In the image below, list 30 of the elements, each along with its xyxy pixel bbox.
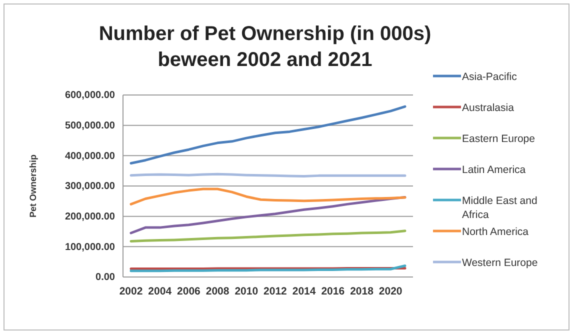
x-tick-label: 2004: [148, 285, 172, 298]
x-tick-label: 2006: [177, 285, 201, 298]
legend-label: Middle East and Africa: [462, 195, 538, 221]
y-tick-label: 0.00: [96, 272, 116, 284]
x-tick-label: 2014: [292, 285, 316, 298]
y-tick-label: 300,000.00: [64, 181, 116, 192]
x-tick-label: 2018: [350, 285, 374, 298]
legend-label: Latin America: [462, 164, 526, 176]
x-tick-label: 2002: [119, 285, 143, 298]
legend-label: North America: [462, 226, 529, 238]
legend-label: Western Europe: [462, 257, 538, 269]
x-tick-label: 2012: [264, 285, 288, 298]
x-tick-label: 2010: [234, 285, 258, 298]
x-tick-label: 2016: [321, 285, 345, 298]
y-axis-title: Pet Ownership: [28, 154, 38, 218]
line-series: [130, 188, 406, 206]
chart-title: Number of Pet Ownership (in 000s) beween 2002 and 2021: [98, 23, 432, 71]
y-tick-label: 400,000.00: [64, 150, 116, 162]
y-tick-label: 500,000.00: [64, 120, 116, 132]
legend-label: Eastern Europe: [462, 133, 536, 145]
line-series: [130, 196, 406, 234]
legend-label: Australasia: [462, 102, 514, 114]
x-tick-label: 2008: [206, 285, 230, 298]
legend-label: Asia-Pacific: [462, 71, 517, 83]
x-tick-label: 2020: [378, 285, 402, 298]
y-tick-label: 200,000.00: [64, 212, 116, 223]
line-series: [130, 105, 406, 164]
y-tick-label: 100,000.00: [64, 242, 116, 253]
y-tick-label: 600,000.00: [64, 90, 116, 102]
line-series: [130, 230, 406, 242]
